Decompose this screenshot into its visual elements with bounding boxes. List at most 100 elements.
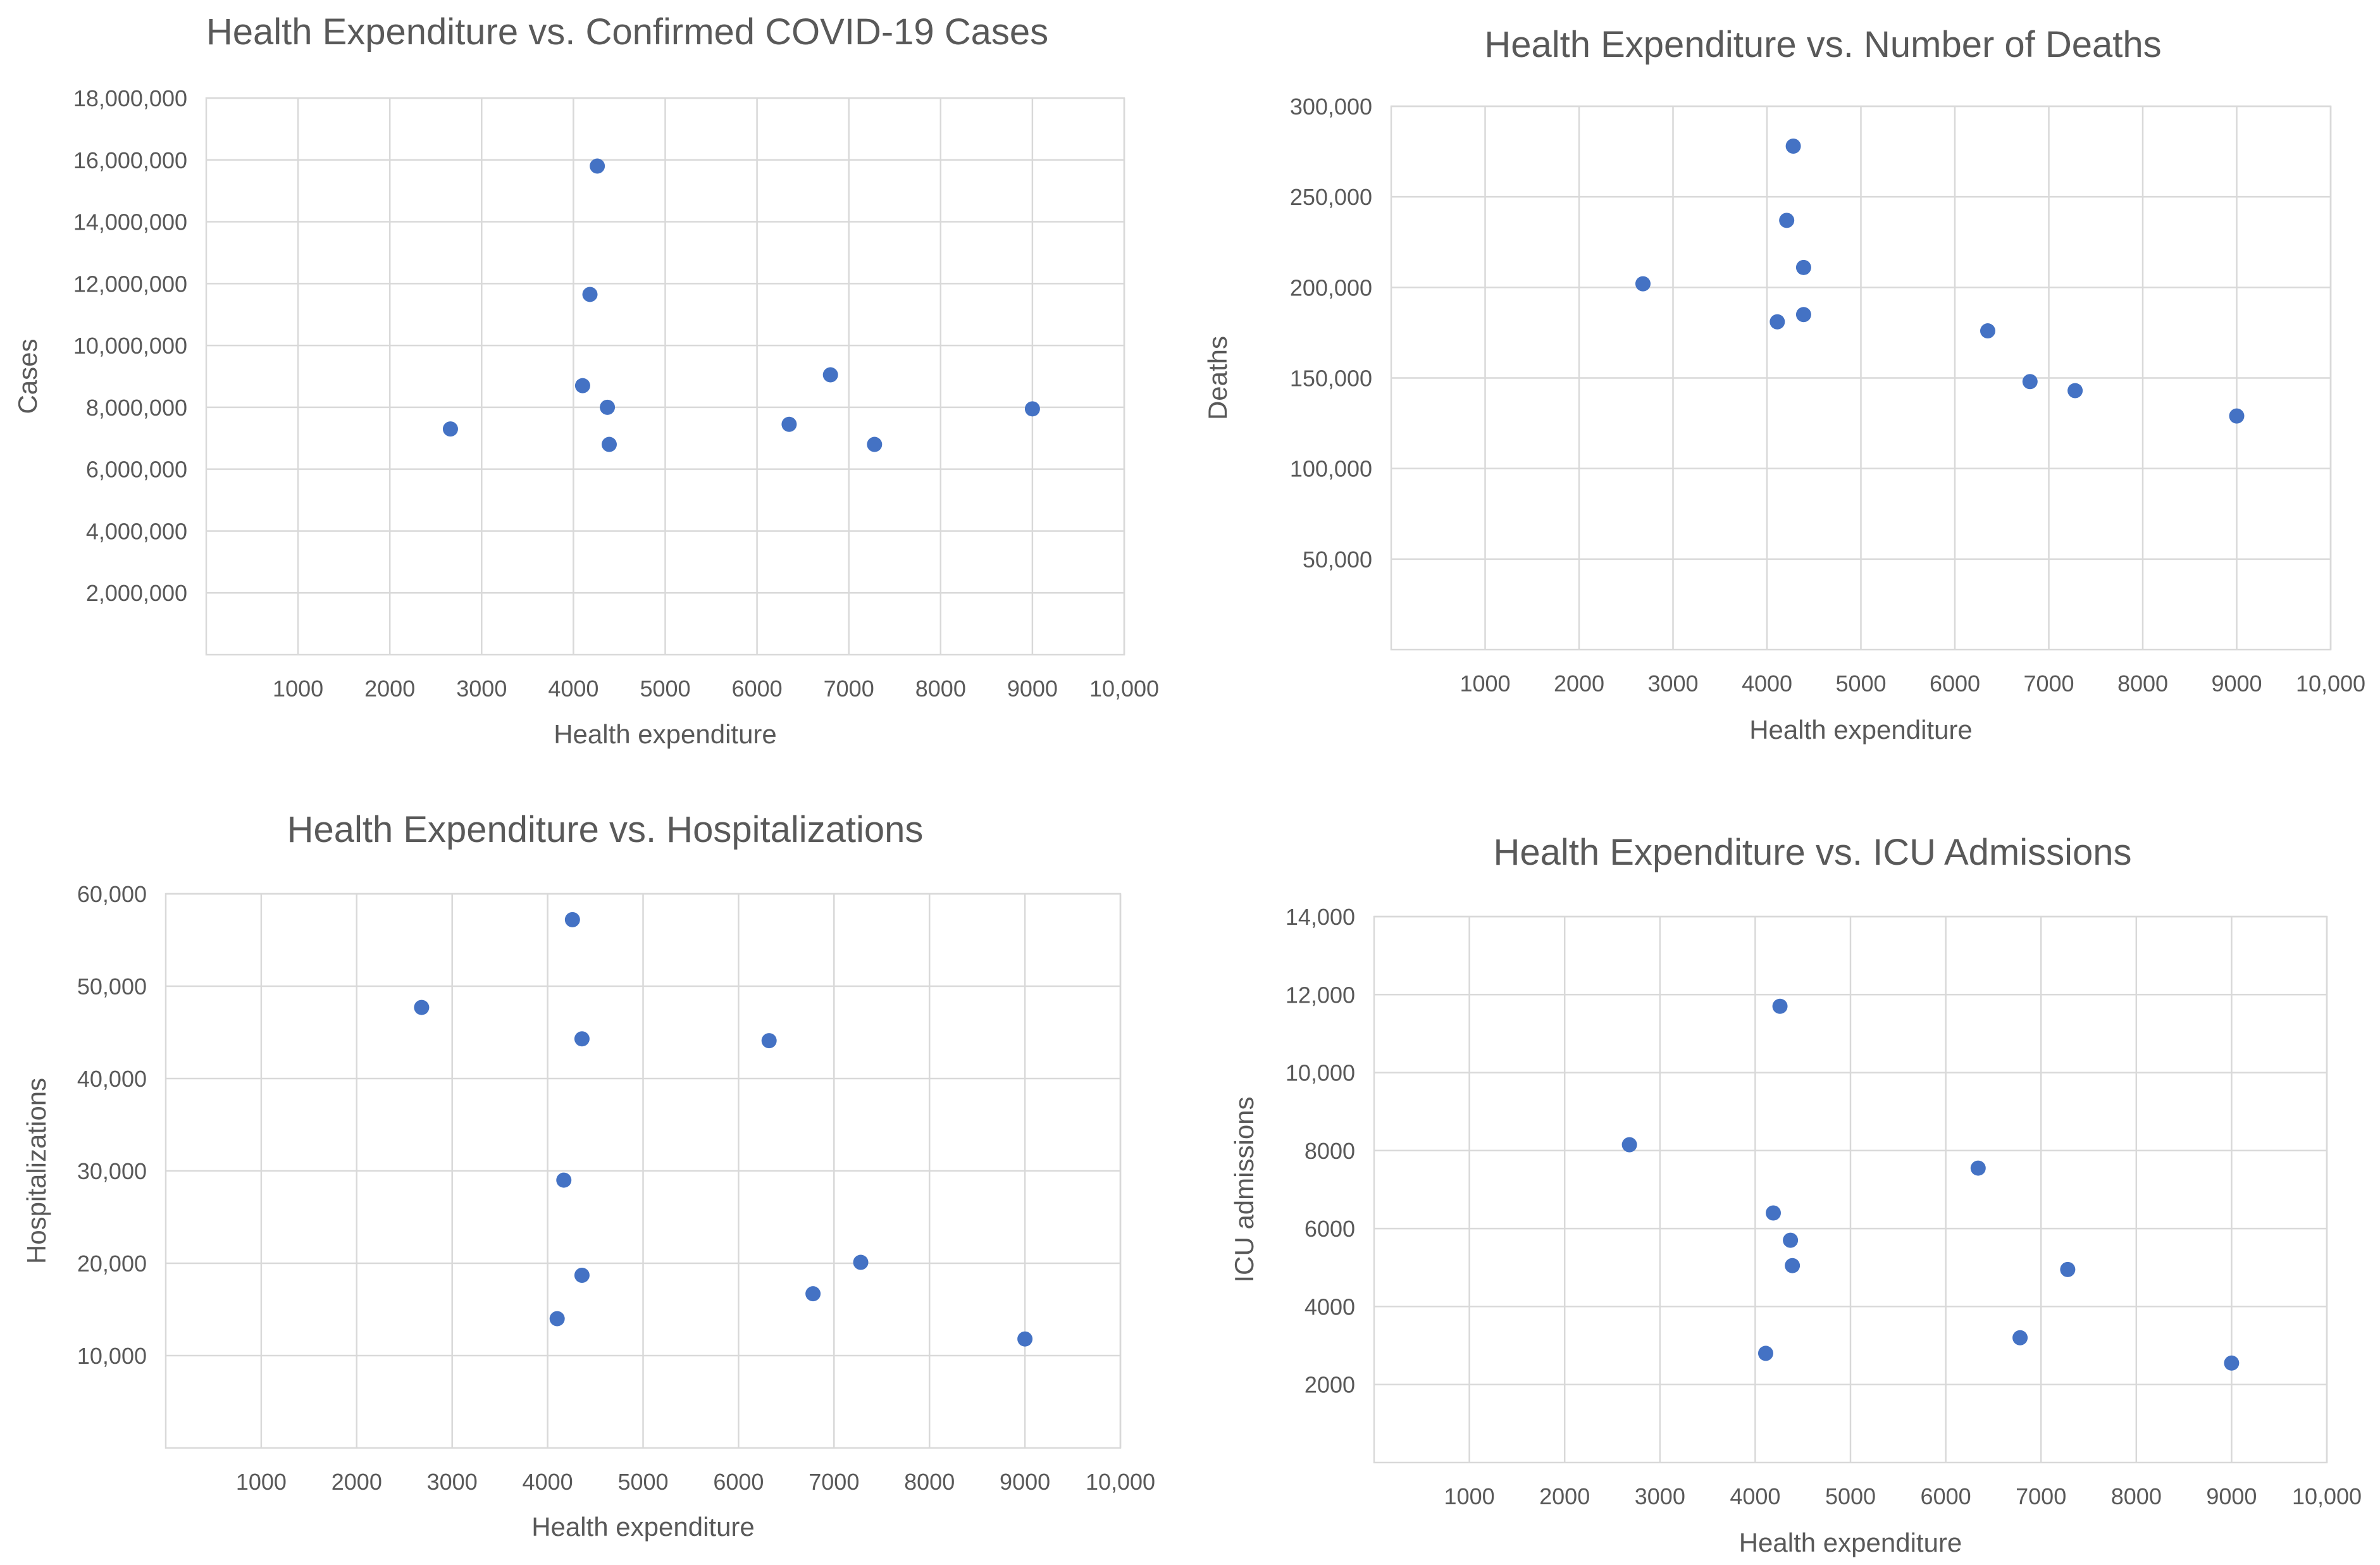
y-axis-label: Hospitalizations xyxy=(22,1078,51,1264)
x-tick-label: 6000 xyxy=(713,1469,764,1495)
data-point[interactable] xyxy=(1017,1331,1033,1347)
x-tick-label: 7000 xyxy=(824,676,874,702)
y-tick-label: 16,000,000 xyxy=(73,147,187,173)
data-point[interactable] xyxy=(1779,213,1795,228)
data-points xyxy=(414,912,1033,1347)
y-tick-label: 150,000 xyxy=(1290,366,1372,392)
data-point[interactable] xyxy=(1795,307,1811,323)
data-point[interactable] xyxy=(2067,383,2083,399)
x-tick-label: 8000 xyxy=(2117,671,2168,696)
data-point[interactable] xyxy=(1621,1137,1637,1153)
x-tick-label: 6000 xyxy=(732,676,783,702)
y-tick-label: 100,000 xyxy=(1290,456,1372,482)
data-point[interactable] xyxy=(2229,408,2245,424)
x-tick-label: 6000 xyxy=(1921,1483,1971,1509)
data-point[interactable] xyxy=(600,399,616,415)
data-point[interactable] xyxy=(805,1286,821,1302)
y-tick-label: 12,000 xyxy=(1286,982,1355,1008)
data-point[interactable] xyxy=(590,158,605,174)
y-tick-label: 2000 xyxy=(1305,1372,1355,1398)
y-tick-label: 8000 xyxy=(1305,1138,1355,1164)
x-tick-label: 2000 xyxy=(1539,1483,1590,1509)
data-point[interactable] xyxy=(1783,1232,1799,1248)
x-tick-label: 7000 xyxy=(2023,671,2074,696)
data-point[interactable] xyxy=(574,1031,590,1047)
plot-area xyxy=(164,893,1122,1449)
x-tick-label: 2000 xyxy=(332,1469,382,1495)
data-point[interactable] xyxy=(1970,1160,1986,1176)
y-tick-label: 10,000 xyxy=(1286,1060,1355,1086)
data-point[interactable] xyxy=(549,1311,565,1327)
plot-area xyxy=(205,97,1125,656)
x-tick-label: 10,000 xyxy=(2292,1483,2362,1509)
data-point[interactable] xyxy=(601,436,617,452)
data-point[interactable] xyxy=(1766,1205,1782,1221)
data-point[interactable] xyxy=(1785,138,1801,154)
data-point[interactable] xyxy=(1024,401,1040,417)
x-tick-label: 7000 xyxy=(2016,1483,2066,1509)
data-point[interactable] xyxy=(822,367,838,383)
y-tick-label: 50,000 xyxy=(77,974,147,999)
data-point[interactable] xyxy=(761,1033,777,1049)
data-point[interactable] xyxy=(1795,259,1811,275)
x-tick-label: 2000 xyxy=(1554,671,1604,696)
grid-lines xyxy=(206,97,1125,655)
data-point[interactable] xyxy=(853,1254,869,1270)
x-tick-label: 8000 xyxy=(2111,1483,2162,1509)
data-point[interactable] xyxy=(781,416,797,432)
data-point[interactable] xyxy=(1785,1258,1800,1273)
y-tick-label: 6000 xyxy=(1305,1216,1355,1242)
x-axis-label: Health expenditure xyxy=(554,719,777,749)
data-point[interactable] xyxy=(1757,1345,1773,1361)
data-point[interactable] xyxy=(574,1267,590,1283)
chart-title: Health Expenditure vs. Hospitalizations xyxy=(287,809,924,850)
y-tick-label: 12,000,000 xyxy=(73,271,187,297)
data-point[interactable] xyxy=(2022,374,2038,390)
x-tick-label: 9000 xyxy=(1007,676,1058,702)
data-point[interactable] xyxy=(1635,276,1651,292)
data-point[interactable] xyxy=(2224,1355,2240,1371)
x-tick-label: 10,000 xyxy=(1086,1469,1155,1495)
y-tick-label: 60,000 xyxy=(77,881,147,907)
x-axis-label: Health expenditure xyxy=(1749,715,1973,745)
x-tick-label: 7000 xyxy=(809,1469,859,1495)
chart-deaths: Health Expenditure vs. Number of Deaths 1… xyxy=(1203,24,2365,745)
y-tick-label: 18,000,000 xyxy=(73,85,187,111)
grid-lines xyxy=(1391,105,2332,650)
chart-title: Health Expenditure vs. ICU Admissions xyxy=(1494,832,2132,873)
y-tick-label: 50,000 xyxy=(1303,547,1372,572)
x-tick-label: 10,000 xyxy=(1089,676,1159,702)
x-tick-label: 5000 xyxy=(617,1469,668,1495)
data-point[interactable] xyxy=(1770,314,1785,330)
data-point[interactable] xyxy=(442,421,458,437)
data-point[interactable] xyxy=(1980,323,1995,339)
data-point[interactable] xyxy=(574,378,590,393)
y-axis-label: Cases xyxy=(13,338,42,414)
x-tick-label: 8000 xyxy=(904,1469,955,1495)
x-tick-label: 1000 xyxy=(1444,1483,1495,1509)
data-points xyxy=(442,158,1040,452)
y-tick-label: 40,000 xyxy=(77,1066,147,1092)
data-point[interactable] xyxy=(2060,1261,2076,1277)
data-point[interactable] xyxy=(556,1172,572,1188)
data-points xyxy=(1635,138,2245,424)
y-tick-label: 14,000,000 xyxy=(73,209,187,235)
data-point[interactable] xyxy=(564,912,580,927)
x-tick-label: 5000 xyxy=(640,676,690,702)
plot-area xyxy=(1373,915,2328,1464)
x-tick-label: 4000 xyxy=(523,1469,573,1495)
x-tick-label: 8000 xyxy=(915,676,966,702)
data-point[interactable] xyxy=(867,436,883,452)
data-point[interactable] xyxy=(2012,1330,2028,1345)
y-tick-label: 10,000 xyxy=(77,1343,147,1369)
y-tick-label: 30,000 xyxy=(77,1158,147,1184)
y-axis-label: Deaths xyxy=(1203,336,1232,420)
data-point[interactable] xyxy=(414,999,430,1015)
x-tick-label: 3000 xyxy=(1647,671,1698,696)
data-point[interactable] xyxy=(1772,998,1788,1014)
x-tick-label: 10,000 xyxy=(2296,671,2365,696)
data-point[interactable] xyxy=(582,287,598,302)
x-tick-label: 9000 xyxy=(1000,1469,1050,1495)
y-tick-label: 10,000,000 xyxy=(73,333,187,359)
x-axis-label: Health expenditure xyxy=(1739,1528,1962,1557)
